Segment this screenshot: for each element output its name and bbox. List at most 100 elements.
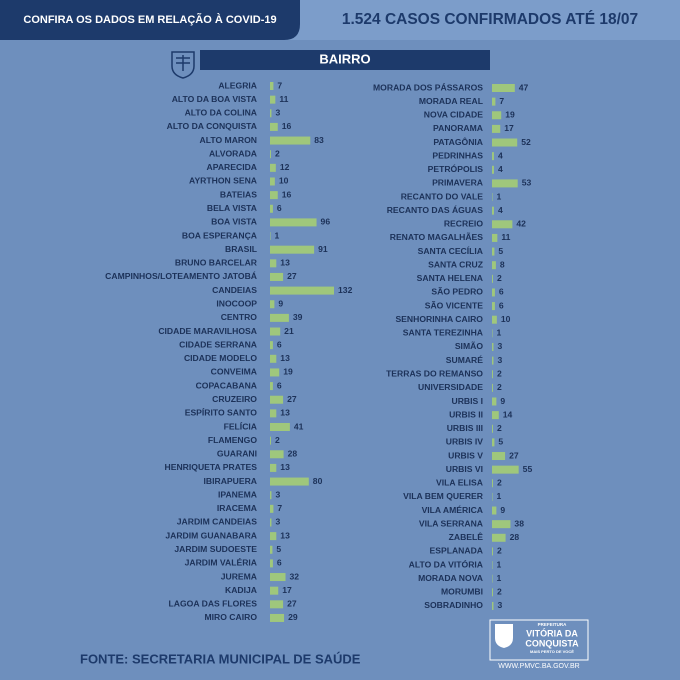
value-label: 21 [284,326,294,336]
category-label: BOA ESPERANÇA [182,230,257,240]
bar [270,272,284,281]
bar [270,313,289,322]
value-label: 39 [293,312,303,322]
category-label: BOA VISTA [211,217,257,227]
value-label: 8 [500,259,505,269]
bar [270,204,273,213]
bar [270,450,284,459]
bar [492,588,493,597]
value-label: 13 [280,353,290,363]
value-label: 2 [497,423,502,433]
bar [492,302,495,311]
bar [270,82,274,90]
category-label: SÃO VICENTE [425,300,484,310]
bar [270,286,335,295]
bar [492,84,515,92]
category-label: SANTA CRUZ [428,259,483,269]
category-label: UNIVERSIDADE [418,382,483,392]
bar [270,613,285,622]
value-label: 83 [314,135,324,145]
value-label: 10 [279,176,289,186]
category-label: CIDADE SERRANA [179,339,257,349]
crest [171,51,195,79]
category-label: APARECIDA [207,162,257,172]
bar [270,191,278,200]
category-label: KADIJA [225,585,257,595]
value-label: 27 [287,599,297,609]
value-label: 47 [519,82,529,92]
category-label: CIDADE MARAVILHOSA [158,326,257,336]
bar [270,532,277,541]
value-label: 7 [499,96,504,106]
category-label: CANDEIAS [212,285,257,295]
category-label: SOBRADINHO [424,600,483,610]
value-label: 2 [275,148,280,158]
value-label: 2 [497,368,502,378]
value-label: 11 [501,232,510,242]
category-label: RECANTO DO VALE [401,191,484,201]
section-bar [200,50,490,70]
category-label: CAMPINHOS/LOTEAMENTO JATOBÁ [105,271,257,281]
bar [270,545,273,554]
value-label: 53 [522,178,532,188]
bar [492,370,493,379]
category-label: MORADA NOVA [418,573,483,583]
category-label: INOCOOP [216,299,257,309]
value-label: 6 [277,558,282,568]
logo-slogan: MAIS PERTO DE VOCÊ [530,649,574,654]
bar [270,218,317,227]
value-label: 7 [277,503,282,513]
bar [492,547,493,556]
bar [270,559,273,568]
bar [492,452,506,461]
bar [270,518,272,527]
value-label: 2 [497,273,502,283]
value-label: 5 [498,246,503,256]
category-label: ALTO MARON [200,135,257,145]
value-label: 16 [282,189,292,199]
category-label: LAGOA DAS FLORES [169,599,258,609]
category-label: SANTA TEREZINHA [403,328,483,338]
category-label: IPANEMA [218,489,257,499]
value-label: 13 [280,258,290,268]
value-label: 27 [287,394,297,404]
category-label: PANORAMA [433,123,483,133]
category-label: JARDIM SUDOESTE [174,544,257,554]
value-label: 19 [505,110,515,120]
category-label: CENTRO [221,312,258,322]
category-label: ALTO DA COLINA [185,108,257,118]
value-label: 55 [523,464,533,474]
bar [492,111,502,120]
value-label: 1 [496,491,501,501]
value-label: 2 [497,587,502,597]
bar [492,342,494,351]
category-label: PATAGÔNIA [433,136,483,147]
category-label: ALEGRIA [218,80,257,90]
bar [270,109,272,118]
bar [270,573,286,582]
category-label: BELA VISTA [207,203,257,213]
bar [270,163,276,172]
bar [492,206,494,215]
category-label: HENRIQUETA PRATES [165,462,258,472]
category-label: NOVA CIDADE [424,110,483,120]
bar [270,259,277,268]
header-subtitle: 1.524 CASOS CONFIRMADOS ATÉ 18/07 [342,11,638,28]
value-label: 52 [521,137,531,147]
category-label: JARDIM GUANABARA [165,530,257,540]
value-label: 3 [275,108,280,118]
value-label: 27 [287,271,297,281]
value-label: 16 [282,121,292,131]
category-label: ALTO DA VITÓRIA [409,558,483,569]
bar [492,97,496,106]
category-label: RENATO MAGALHÃES [390,232,484,242]
category-label: PRIMAVERA [432,178,483,188]
bar [270,95,276,104]
bar [492,247,495,256]
bar [492,438,495,447]
value-label: 132 [338,285,353,295]
category-label: SANTA CECÍLIA [418,246,483,256]
value-label: 80 [313,476,323,486]
value-label: 2 [497,382,502,392]
category-label: SENHORINHA CAIRO [395,314,483,324]
